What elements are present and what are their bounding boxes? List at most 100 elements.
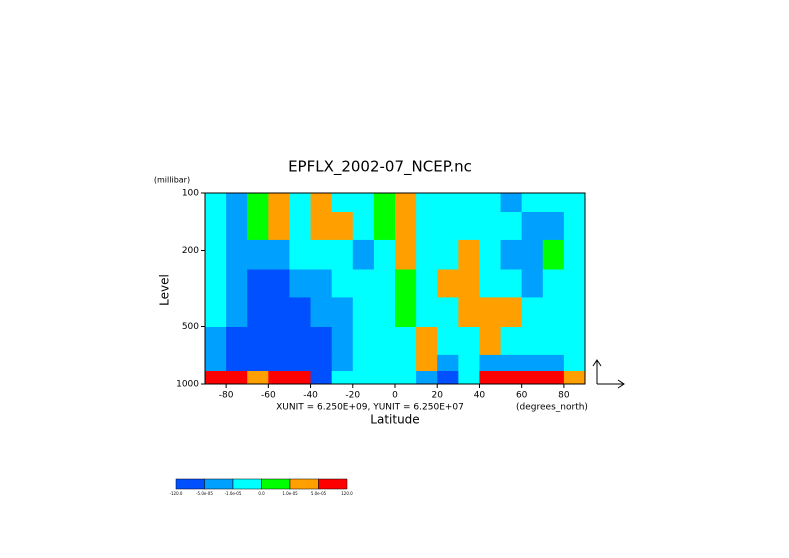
contour-cell xyxy=(247,269,269,298)
contour-cell xyxy=(310,370,333,385)
contour-cell xyxy=(352,296,375,328)
contour-cell xyxy=(458,370,480,385)
contour-cell xyxy=(479,193,502,213)
contour-cell xyxy=(479,370,502,385)
contour-cell xyxy=(205,193,227,213)
contour-cell xyxy=(268,326,290,355)
contour-cell xyxy=(373,296,396,328)
colorbar-label: 0.0 xyxy=(258,491,265,496)
contour-cell xyxy=(563,211,586,240)
contour-cell xyxy=(437,354,459,372)
contour-cell xyxy=(310,326,333,355)
contour-cell xyxy=(437,326,459,355)
contour-cell xyxy=(563,269,586,298)
contour-cell xyxy=(521,354,544,372)
contour-cell xyxy=(226,193,248,213)
y-tick-label: 100 xyxy=(182,189,199,199)
contour-cell xyxy=(289,370,312,385)
contour-cell xyxy=(542,211,565,240)
contour-cell xyxy=(352,211,375,240)
contour-cell xyxy=(226,326,248,355)
x-tick-label: 20 xyxy=(431,391,443,401)
contour-cell xyxy=(416,211,438,240)
contour-cell xyxy=(479,269,502,298)
contour-cell xyxy=(416,354,438,372)
contour-cell xyxy=(395,211,417,240)
colorbar-label: -1.0e-05 xyxy=(225,491,242,496)
contour-cell xyxy=(205,269,227,298)
contour-cell xyxy=(226,296,248,328)
contour-cell xyxy=(268,239,290,270)
contour-cell xyxy=(289,193,312,213)
contour-cell xyxy=(226,370,248,385)
contour-cell xyxy=(521,193,544,213)
contour-cell xyxy=(416,296,438,328)
contour-cell xyxy=(437,296,459,328)
contour-cell xyxy=(352,326,375,355)
contour-cell xyxy=(373,211,396,240)
contour-cell xyxy=(500,370,523,385)
contour-cell xyxy=(205,239,227,270)
contour-cell xyxy=(437,239,459,270)
contour-cell xyxy=(373,193,396,213)
contour-cell xyxy=(416,193,438,213)
contour-cell xyxy=(458,326,480,355)
contour-cell xyxy=(542,239,565,270)
colorbar-label: 1.0e-05 xyxy=(282,491,298,496)
colorbar-label: -5.0e-05 xyxy=(196,491,213,496)
contour-cell xyxy=(247,370,269,385)
contour-cell xyxy=(458,239,480,270)
contour-cell xyxy=(563,193,586,213)
contour-cell xyxy=(289,239,312,270)
contour-cell xyxy=(310,193,333,213)
x-unit: (degrees_north) xyxy=(516,403,588,413)
contour-cell xyxy=(331,370,354,385)
contour-cell xyxy=(395,370,417,385)
contour-cell xyxy=(247,326,269,355)
contour-cell xyxy=(331,269,354,298)
contour-cell xyxy=(289,326,312,355)
y-tick-label: 500 xyxy=(182,322,199,332)
contour-cell xyxy=(205,326,227,355)
contour-cell xyxy=(563,296,586,328)
contour-cell xyxy=(521,239,544,270)
colorbar-label: 120.0 xyxy=(341,491,353,496)
contour-cell xyxy=(247,211,269,240)
contour-cell xyxy=(352,269,375,298)
contour-cell xyxy=(331,326,354,355)
contour-cell xyxy=(416,370,438,385)
contour-cell xyxy=(542,326,565,355)
x-tick-label: 40 xyxy=(474,391,486,401)
contour-cell xyxy=(373,326,396,355)
contour-cell xyxy=(289,296,312,328)
contour-cell xyxy=(542,354,565,372)
contour-cell xyxy=(416,326,438,355)
x-tick-label: 0 xyxy=(392,391,398,401)
contour-cell xyxy=(395,193,417,213)
contour-cell xyxy=(395,326,417,355)
contour-cell xyxy=(437,370,459,385)
contour-cell xyxy=(521,296,544,328)
contour-cell xyxy=(352,370,375,385)
contour-cell xyxy=(479,296,502,328)
contour-cell xyxy=(373,239,396,270)
unit-vector xyxy=(592,359,625,389)
contour-cell xyxy=(416,239,438,270)
contour-cell xyxy=(352,239,375,270)
contour-cell xyxy=(310,354,333,372)
colorbar-swatch xyxy=(318,478,348,490)
contour-cell xyxy=(458,269,480,298)
contour-cell xyxy=(521,269,544,298)
x-tick-label: -20 xyxy=(345,391,360,401)
contour-cell xyxy=(289,211,312,240)
y-axis-label: Level xyxy=(158,274,172,306)
contour-cell xyxy=(395,354,417,372)
y-unit: (millibar) xyxy=(154,176,190,185)
colorbar-swatch xyxy=(204,478,234,490)
colorbar-swatch xyxy=(289,478,319,490)
contour-cell xyxy=(373,269,396,298)
contour-cell xyxy=(458,211,480,240)
contour-cell xyxy=(268,193,290,213)
contour-cell xyxy=(352,193,375,213)
